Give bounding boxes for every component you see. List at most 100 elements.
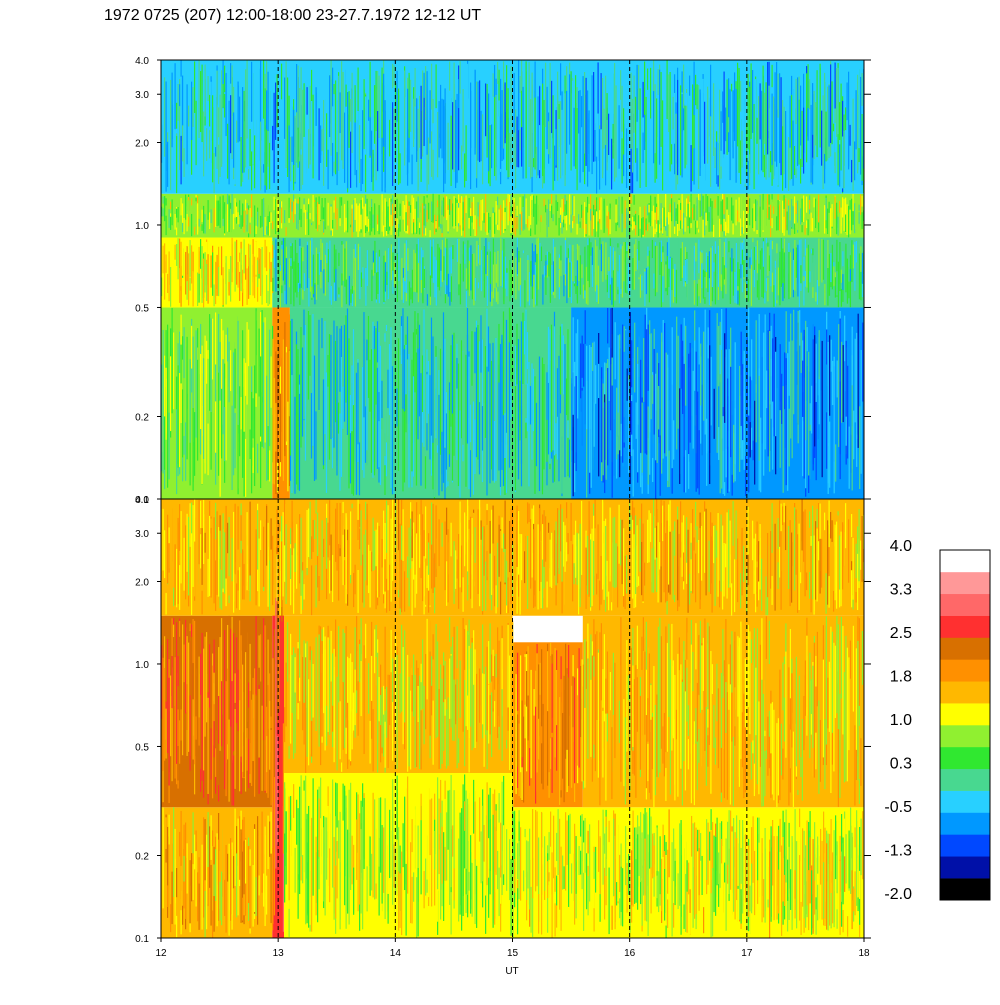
heatmap-streak (704, 102, 705, 164)
heatmap-streak (262, 199, 263, 227)
heatmap-streak (689, 241, 690, 292)
heatmap-streak (633, 811, 634, 907)
heatmap-streak (427, 210, 428, 222)
heatmap-streak (380, 265, 381, 276)
heatmap-streak (503, 825, 504, 874)
heatmap-streak (322, 641, 323, 737)
heatmap-streak (317, 850, 318, 922)
heatmap-streak (410, 308, 411, 438)
heatmap-streak (538, 238, 539, 259)
heatmap-streak (203, 259, 204, 308)
heatmap-streak (431, 202, 432, 221)
heatmap-streak (686, 106, 687, 162)
heatmap-streak (817, 216, 818, 228)
heatmap-streak (608, 157, 609, 179)
heatmap-streak (304, 640, 305, 702)
heatmap-streak (169, 865, 170, 926)
heatmap-streak (499, 292, 500, 304)
heatmap-streak (325, 817, 326, 915)
heatmap-streak (172, 656, 173, 708)
heatmap-streak (305, 249, 306, 291)
heatmap-streak (566, 215, 567, 230)
heatmap-streak (685, 106, 686, 169)
heatmap-streak (466, 291, 467, 307)
heatmap-streak (598, 114, 599, 186)
heatmap-streak (580, 699, 581, 737)
heatmap-streak (623, 213, 624, 234)
heatmap-streak (323, 827, 324, 901)
heatmap-streak (415, 107, 416, 161)
heatmap-streak (397, 840, 398, 923)
heatmap-streak (452, 245, 453, 259)
heatmap-streak (289, 125, 290, 192)
heatmap-streak (559, 258, 560, 269)
heatmap-streak (379, 76, 380, 138)
heatmap-streak (554, 326, 555, 455)
heatmap-streak (299, 122, 300, 161)
heatmap-streak (179, 373, 180, 467)
heatmap-streak (461, 663, 462, 734)
heatmap-streak (259, 635, 260, 667)
heatmap-streak (532, 243, 533, 286)
heatmap-streak (718, 427, 719, 460)
heatmap-streak (496, 811, 497, 875)
heatmap-streak (482, 806, 483, 882)
heatmap-streak (452, 335, 453, 414)
heatmap-streak (800, 265, 801, 283)
heatmap-streak (339, 414, 340, 491)
heatmap-streak (745, 91, 746, 184)
heatmap-streak (286, 227, 287, 236)
heatmap-streak (473, 780, 474, 834)
heatmap-streak (476, 81, 477, 178)
heatmap-streak (239, 839, 240, 880)
heatmap-streak (517, 206, 518, 216)
heatmap-streak (427, 249, 428, 295)
heatmap-streak (755, 199, 756, 221)
heatmap-streak (259, 875, 260, 895)
heatmap-streak (280, 710, 281, 780)
heatmap-streak (740, 196, 741, 219)
heatmap-streak (211, 209, 212, 223)
heatmap-streak (749, 154, 750, 185)
heatmap-streak (223, 359, 224, 434)
heatmap-streak (193, 442, 194, 482)
heatmap-streak (631, 401, 632, 435)
heatmap-streak (209, 713, 210, 770)
heatmap-streak (778, 207, 779, 217)
heatmap-streak (482, 252, 483, 264)
heatmap-streak (221, 284, 222, 300)
heatmap-streak (458, 239, 459, 285)
heatmap-streak (804, 336, 805, 478)
heatmap-streak (313, 195, 314, 222)
heatmap-streak (802, 225, 803, 232)
heatmap-streak (163, 330, 164, 425)
heatmap-streak (590, 195, 591, 209)
heatmap-streak (257, 444, 258, 473)
heatmap-streak (203, 820, 204, 918)
heatmap-streak (577, 286, 578, 303)
heatmap-streak (591, 831, 592, 858)
heatmap-streak (391, 244, 392, 280)
heatmap-streak (548, 121, 549, 154)
heatmap-streak (226, 682, 227, 764)
heatmap-streak (625, 200, 626, 222)
heatmap-streak (544, 277, 545, 301)
heatmap-streak (506, 320, 507, 445)
heatmap-streak (218, 247, 219, 267)
heatmap-streak (431, 247, 432, 279)
heatmap-streak (379, 798, 380, 867)
heatmap-streak (631, 340, 632, 387)
heatmap-streak (452, 200, 453, 227)
heatmap-streak (520, 285, 521, 306)
heatmap-streak (251, 194, 252, 217)
heatmap-streak (433, 701, 434, 765)
heatmap-streak (266, 205, 267, 226)
heatmap-streak (748, 279, 749, 301)
heatmap-streak (526, 242, 527, 276)
heatmap-streak (290, 246, 291, 258)
heatmap-streak (592, 75, 593, 174)
heatmap-streak (320, 330, 321, 413)
heatmap-streak (697, 392, 698, 489)
heatmap-streak (788, 274, 789, 300)
heatmap-streak (532, 200, 533, 225)
